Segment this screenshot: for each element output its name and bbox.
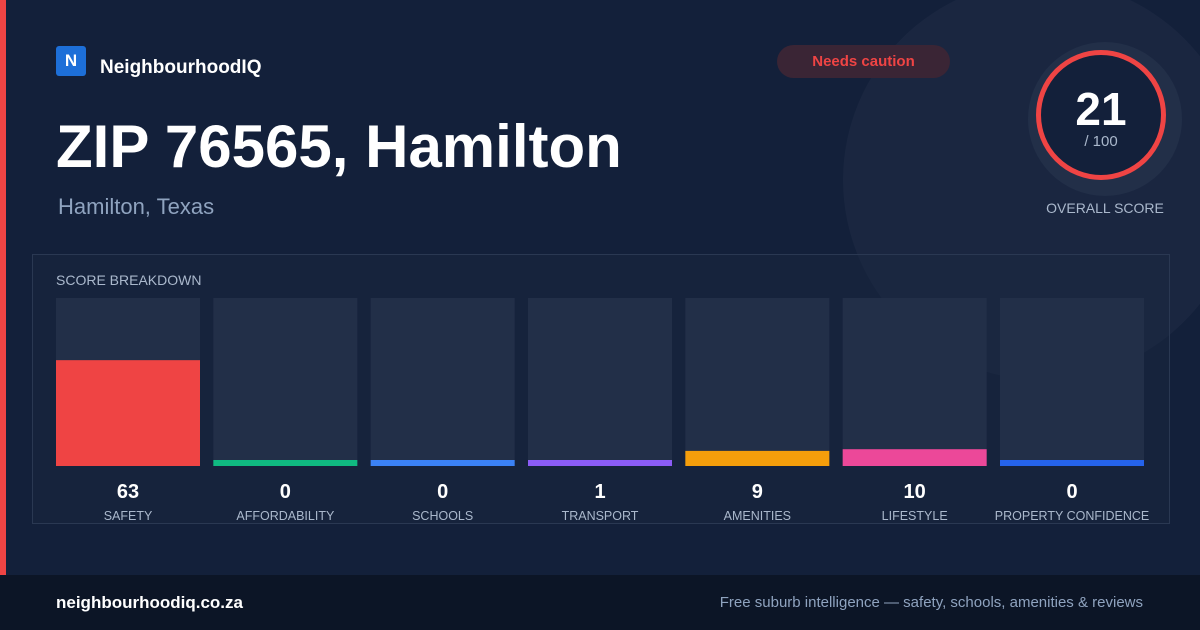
bar-track: [842, 298, 987, 466]
bar-track: [213, 298, 358, 466]
category-label: SCHOOLS: [412, 509, 473, 523]
subtitle: Hamilton, Texas: [58, 194, 215, 219]
bar: [370, 460, 515, 466]
value-label: 0: [437, 481, 448, 503]
bar-track: [1000, 298, 1144, 466]
bar: [842, 449, 987, 466]
bar: [685, 450, 830, 466]
category-label: AMENITIES: [724, 509, 791, 523]
bar-track: [370, 298, 515, 466]
brand-name: NeighbourhoodIQ: [100, 57, 262, 78]
value-label: 0: [280, 481, 291, 503]
overall-score: 21: [1075, 83, 1127, 135]
chart: 63 SAFETY 0 AFFORDABILITY 0 SCHOOLS 1 TRANSPORT…: [56, 298, 1149, 523]
accent-stripe: [0, 0, 6, 575]
category-label: SAFETY: [104, 509, 153, 523]
value-label: 63: [117, 481, 139, 503]
category-label: AFFORDABILITY: [236, 509, 335, 523]
score-ring: [1036, 50, 1166, 180]
value-label: 0: [1066, 481, 1077, 503]
chart-title: SCORE BREAKDOWN: [56, 272, 202, 288]
bar-track: [685, 298, 830, 466]
bar-track: [528, 298, 672, 466]
bar: [1000, 460, 1144, 466]
footer-site: neighbourhoodiq.co.za: [56, 593, 243, 612]
value-label: 10: [904, 481, 926, 503]
bar: [56, 360, 200, 466]
bar: [213, 460, 358, 466]
score-max: / 100: [1084, 133, 1118, 150]
score-caption: OVERALL SCORE: [1046, 200, 1164, 216]
category-label: TRANSPORT: [562, 509, 639, 523]
category-label: LIFESTYLE: [882, 509, 948, 523]
title: ZIP 76565, Hamilton: [56, 113, 622, 180]
logo: N: [56, 46, 86, 76]
footer-tagline: Free suburb intelligence — safety, schoo…: [719, 594, 1143, 611]
value-label: 1: [594, 481, 605, 503]
category-label: PROPERTY CONFIDENCE: [995, 509, 1149, 523]
footer: [0, 575, 1200, 630]
status-badge: Needs caution: [777, 45, 950, 78]
value-label: 9: [752, 481, 763, 503]
bar: [528, 460, 672, 466]
